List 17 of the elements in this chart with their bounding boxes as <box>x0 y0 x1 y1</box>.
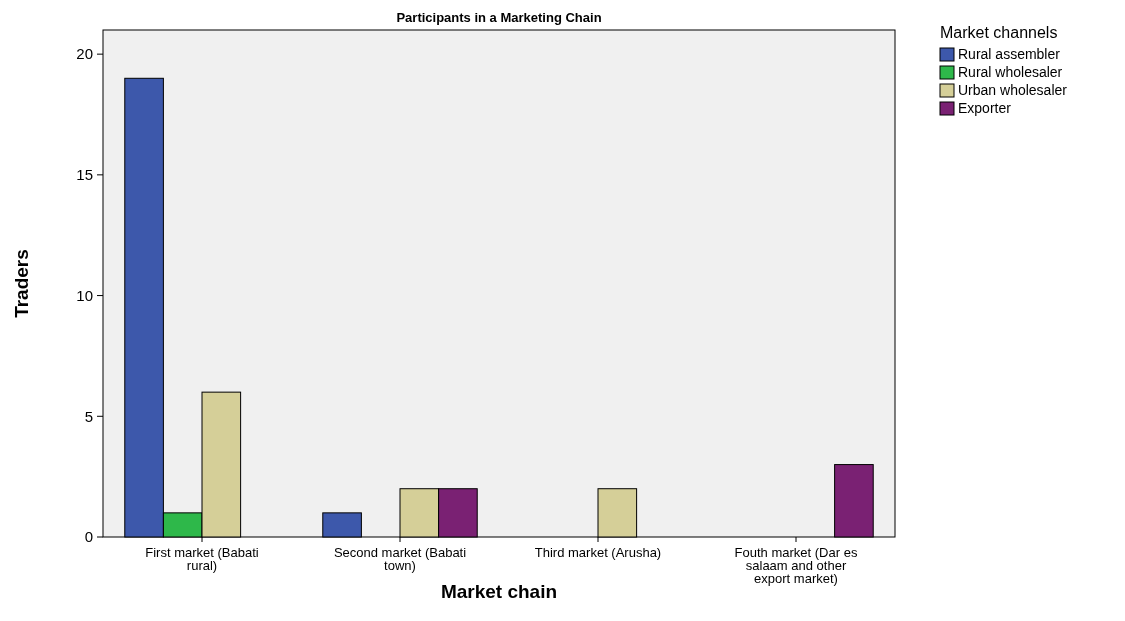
legend-title: Market channels <box>940 24 1058 41</box>
legend-label: Rural assembler <box>958 46 1061 62</box>
x-axis-title: Market chain <box>440 581 558 602</box>
y-tick-label: 5 <box>84 407 93 425</box>
x-tick-label: First market (Babati rural) <box>145 545 259 573</box>
y-axis-title: Traders <box>11 249 32 318</box>
y-tick-label: 0 <box>84 528 93 546</box>
x-tick-label: Fouth market (Dar es salaam and other export market) <box>734 545 858 586</box>
y-tick-label: 15 <box>76 166 93 184</box>
y-tick-label: 10 <box>76 286 93 304</box>
chart-title: Participants in a Marketing Chain <box>396 10 602 25</box>
legend-label: Urban wholesaler <box>958 82 1068 98</box>
x-tick-label: Second market (Babati town) <box>333 545 467 573</box>
legend-label: Rural wholesaler <box>958 64 1063 80</box>
legend-label: Exporter <box>958 100 1012 116</box>
y-tick-label: 20 <box>76 45 93 63</box>
x-tick-label: Third market (Arusha) <box>534 545 662 560</box>
